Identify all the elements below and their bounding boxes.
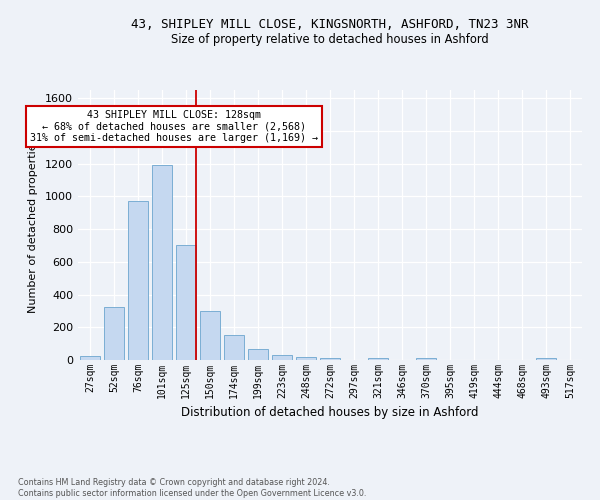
- Bar: [368, 358, 388, 360]
- Bar: [536, 358, 556, 360]
- Text: 43, SHIPLEY MILL CLOSE, KINGSNORTH, ASHFORD, TN23 3NR: 43, SHIPLEY MILL CLOSE, KINGSNORTH, ASHF…: [131, 18, 529, 30]
- Bar: [80, 356, 100, 360]
- Text: 43 SHIPLEY MILL CLOSE: 128sqm  
← 68% of detached houses are smaller (2,568)
31%: 43 SHIPLEY MILL CLOSE: 128sqm ← 68% of d…: [30, 110, 318, 143]
- Text: Contains HM Land Registry data © Crown copyright and database right 2024.
Contai: Contains HM Land Registry data © Crown c…: [18, 478, 367, 498]
- X-axis label: Distribution of detached houses by size in Ashford: Distribution of detached houses by size …: [181, 406, 479, 420]
- Bar: [152, 166, 172, 360]
- Bar: [320, 358, 340, 360]
- Bar: [128, 202, 148, 360]
- Text: Size of property relative to detached houses in Ashford: Size of property relative to detached ho…: [171, 32, 489, 46]
- Bar: [224, 334, 244, 360]
- Bar: [248, 349, 268, 360]
- Bar: [416, 358, 436, 360]
- Bar: [200, 311, 220, 360]
- Bar: [272, 356, 292, 360]
- Bar: [176, 246, 196, 360]
- Bar: [104, 307, 124, 360]
- Bar: [296, 356, 316, 360]
- Y-axis label: Number of detached properties: Number of detached properties: [28, 138, 38, 312]
